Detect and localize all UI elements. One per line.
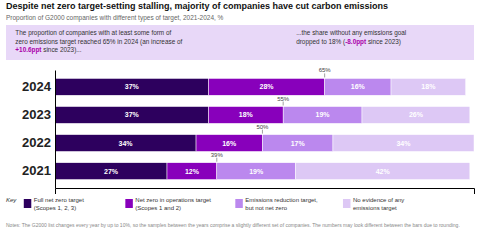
legend-label-line: but not net zero [245, 205, 287, 211]
data-label: 17% [291, 140, 306, 147]
data-label: 37% [125, 83, 140, 90]
bar-segment [208, 78, 324, 95]
legend-label: Net zero in operations target (Scopes 1 a… [135, 197, 211, 211]
cumulative-tick [262, 130, 263, 134]
cumulative-label: 55% [277, 96, 290, 102]
legend-title: Key [6, 197, 17, 203]
data-label: 34% [396, 140, 411, 147]
y-tick-label: 2022 [22, 135, 51, 150]
chart: Despite net zero target-setting stalling… [0, 0, 480, 250]
annotation-line: +10.6ppt since 2023)... [15, 46, 81, 54]
data-label: 28% [260, 83, 275, 90]
cumulative-labels: 65% 55% 50% 39% [211, 67, 332, 157]
cumulative-label: 65% [319, 67, 332, 73]
bar-segment [55, 107, 208, 124]
legend-label-line: Full net zero target [34, 197, 84, 203]
legend-swatch [235, 199, 243, 208]
cumulative-tick [283, 102, 284, 106]
bar-segment [391, 78, 466, 95]
bar-segment [296, 163, 470, 180]
annotation-line: ...the share without any emissions goal [296, 29, 406, 37]
annotation-line: dropped to 18% (-8.0ppt since 2023) [296, 37, 401, 45]
bar-segment [262, 135, 333, 152]
y-tick-label: 2021 [22, 163, 51, 178]
annotation-text: since 2023) [366, 37, 401, 45]
annotation-line: The proportion of companies with at leas… [15, 29, 171, 37]
annotation-text: ...the share without any emissions goal [296, 29, 406, 37]
y-tick: 2023 [22, 107, 55, 122]
y-tick: 2022 [22, 135, 55, 150]
bar-segment [55, 163, 167, 180]
bar-segment [362, 107, 470, 124]
annotation-text: zero emissions target reached 65% in 202… [15, 37, 182, 45]
data-label: 12% [185, 168, 200, 175]
data-label: 16% [222, 140, 237, 147]
data-labels: 37% 37% 34% 27% 28% 18% 16% 12% 16% 19% 17% 19% 18% 2… [104, 83, 436, 174]
x-axis [56, 189, 475, 195]
bars [55, 73, 474, 179]
cumulative-tick [216, 158, 217, 162]
data-label: 19% [316, 111, 331, 118]
x-axis-line [56, 189, 475, 195]
annotation-line: zero emissions target reached 65% in 202… [15, 37, 182, 45]
bar-segment [325, 78, 391, 95]
annotation-text: +10.6ppt [15, 46, 42, 54]
data-label: 19% [249, 168, 264, 175]
bar-segment [333, 135, 474, 152]
legend-swatch [343, 199, 351, 208]
legend-label-line: Emissions reduction target, [245, 197, 318, 203]
subtitle: Proportion of G2000 companies with diffe… [6, 14, 224, 22]
bar-segment [55, 78, 208, 95]
legend-item: No evidence of any emissions target [343, 197, 404, 211]
annotation-text: The proportion of companies with at leas… [15, 29, 171, 37]
cumulative-label: 39% [211, 152, 224, 158]
legend-item: Emissions reduction target, but not net z… [235, 197, 318, 211]
cumulative-tick [324, 73, 325, 77]
bar-segment [208, 107, 283, 124]
legend-label-line: (Scopes 1, 2, 3) [34, 205, 76, 211]
notes: Notes: The G2000 list changes every year… [6, 222, 460, 228]
annotation-text: since 2023)... [41, 46, 81, 54]
cumulative-label: 50% [256, 124, 269, 130]
y-axis: 2024 2023 2022 2021 [22, 71, 55, 189]
data-label: 18% [239, 111, 254, 118]
data-label: 37% [125, 111, 140, 118]
legend-label-line: (Scopes 1 and 2) [135, 205, 181, 211]
legend: Key Full net zero target (Scopes 1, 2, 3) N… [6, 197, 404, 211]
annotation-text: dropped to 18% ( [296, 37, 346, 45]
data-label: 34% [119, 140, 134, 147]
legend-label: Full net zero target (Scopes 1, 2, 3) [34, 197, 84, 211]
legend-swatch [125, 199, 133, 208]
legend-label-line: emissions target [353, 205, 397, 211]
legend-label: Emissions reduction target, but not net z… [245, 197, 318, 211]
annotations: The proportion of companies with at leas… [6, 25, 474, 60]
data-label: 16% [351, 83, 366, 90]
bar-segment [167, 163, 217, 180]
y-tick-label: 2023 [22, 107, 51, 122]
annotation-box [6, 25, 474, 60]
annotation-text: -8.0ppt [345, 37, 367, 45]
bar-segment [55, 135, 196, 152]
bar-segment [217, 163, 296, 180]
y-axis-line [55, 71, 56, 189]
y-tick-label: 2024 [22, 79, 52, 94]
legend-item: Net zero in operations target (Scopes 1 a… [125, 197, 211, 211]
data-label: 18% [421, 83, 436, 90]
title: Despite net zero target-setting stalling… [6, 1, 388, 11]
data-label: 27% [104, 168, 119, 175]
legend-item: Full net zero target (Scopes 1, 2, 3) [24, 197, 84, 211]
y-tick: 2021 [22, 163, 55, 178]
notes-line: Notes: The G2000 list changes every year… [6, 222, 460, 228]
legend-swatch [24, 199, 32, 208]
y-tick: 2024 [22, 79, 55, 94]
data-label: 42% [376, 168, 391, 175]
legend-label-line: Net zero in operations target [135, 197, 211, 203]
legend-label: No evidence of any emissions target [353, 197, 404, 211]
legend-label-line: No evidence of any [353, 197, 404, 203]
bar-segment [196, 135, 262, 152]
data-label: 26% [409, 111, 424, 118]
bar-segment [283, 107, 362, 124]
